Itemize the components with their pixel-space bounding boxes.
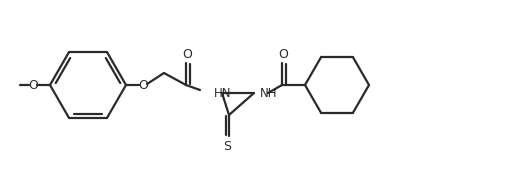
Text: S: S: [223, 139, 231, 152]
Text: O: O: [278, 48, 288, 60]
Text: O: O: [182, 48, 192, 60]
Text: O: O: [138, 78, 148, 92]
Text: NH: NH: [260, 87, 278, 100]
Text: O: O: [28, 78, 38, 92]
Text: HN: HN: [214, 87, 231, 100]
